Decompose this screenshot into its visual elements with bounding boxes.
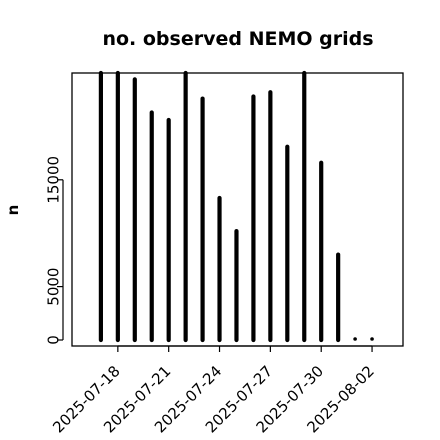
y-tick-label: 0 xyxy=(45,335,63,345)
bar xyxy=(370,337,374,341)
y-tick-label: 5000 xyxy=(45,268,63,306)
y-axis-label: n xyxy=(4,205,22,216)
y-tick-label: 15000 xyxy=(45,156,63,204)
chart-title: no. observed NEMO grids xyxy=(102,28,373,50)
y-axis: 0 5000 15000 xyxy=(45,156,64,345)
bars xyxy=(98,70,374,343)
x-axis: 2025-07-182025-07-212025-07-242025-07-27… xyxy=(49,345,378,436)
bar xyxy=(353,337,357,341)
